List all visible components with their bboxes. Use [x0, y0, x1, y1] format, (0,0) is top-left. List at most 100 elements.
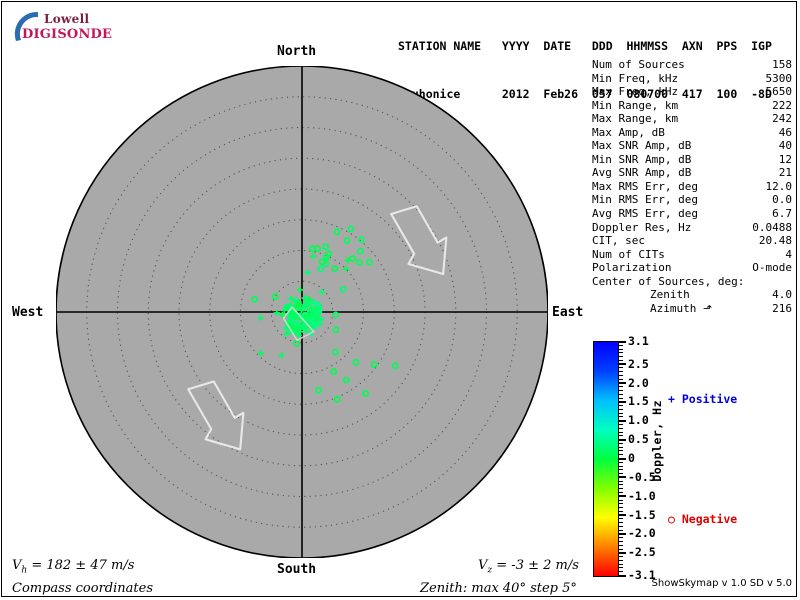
colorbar-minor-tick — [619, 484, 623, 486]
vz-subscript: z — [487, 565, 493, 576]
colorbar-tick: 3.1 — [619, 334, 649, 348]
source-point-circle — [332, 311, 340, 319]
stat-value: 5300 — [765, 71, 793, 85]
center-of-sources-value: 4.0 — [772, 288, 792, 302]
source-point-plus — [295, 332, 302, 339]
colorbar-tick: -1.0 — [619, 489, 656, 503]
center-of-sources-label: Azimuth ⬏ — [650, 301, 713, 315]
colorbar-minor-tick — [619, 541, 623, 543]
stat-row: Num of CITs 4 — [592, 248, 792, 262]
stat-row: Max SNR Amp, dB 40 — [592, 139, 792, 153]
lowell-digisonde-logo: Lowell DIGISONDE — [8, 6, 112, 48]
colorbar-tick-mark — [619, 363, 626, 366]
colorbar-tick: 1.0 — [619, 413, 649, 427]
stat-label: Doppler Res, Hz — [592, 220, 692, 234]
colorbar-minor-tick — [619, 352, 623, 354]
colorbar-minor-tick — [619, 348, 623, 350]
header-columns-row: STATION NAME YYYY DATE DDD HHMMSS AXN PP… — [398, 39, 779, 53]
source-point-circle — [332, 326, 340, 334]
colorbar-tick: 2.0 — [619, 376, 649, 390]
colorbar-minor-tick — [619, 525, 623, 527]
center-of-sources-heading: Center of Sources, deg: — [592, 274, 745, 288]
stat-value: O-mode — [752, 261, 792, 275]
source-point-circle — [343, 237, 351, 244]
source-point-circle — [391, 362, 399, 370]
logo-arc-icon — [14, 11, 38, 41]
vz-value: = -3 ± 2 m/s — [492, 558, 579, 573]
software-version-credit: ShowSkymap v 1.0 SD v 5.0 — [651, 578, 792, 589]
source-point-plus — [257, 350, 264, 357]
colorbar-tick-mark — [619, 574, 626, 577]
source-point-plus — [278, 352, 285, 359]
colorbar-tick-label: -0.5 — [628, 469, 656, 484]
stat-row: Polarization O-mode — [592, 261, 792, 275]
source-point-circle — [315, 386, 323, 394]
stat-value: 6.7 — [772, 207, 792, 221]
colorbar-tick-label: 1.0 — [628, 413, 649, 428]
source-point-plus — [292, 297, 299, 304]
colorbar-tick: -3.1 — [619, 568, 656, 582]
colorbar-tick-label: -2.5 — [628, 545, 656, 560]
statistics-panel: Num of Sources 158 Min Freq, kHz 5300 Max Fr… — [592, 58, 792, 315]
colorbar-title: Doppler, Hz — [650, 400, 664, 482]
colorbar-minor-tick — [619, 499, 623, 501]
vh-value: = 182 ± 47 m/s — [27, 558, 135, 573]
stat-label: Max Amp, dB — [592, 125, 665, 139]
colorbar-minor-tick — [619, 424, 623, 426]
source-point-plus — [299, 305, 306, 312]
colorbar-minor-tick — [619, 518, 623, 520]
colorbar-tick-labels: 3.1 2.5 2.0 1.5 1.0 0.5 0 -0.5 -1.0 -1.5 -2.0 -2.5 -… — [619, 334, 679, 585]
source-point-circle — [302, 318, 310, 326]
source-region-outline — [282, 305, 315, 342]
colorbar-minor-tick — [619, 461, 623, 463]
colorbar-minor-tick — [619, 435, 623, 437]
colorbar-minor-tick — [619, 446, 623, 448]
center-of-sources-row: Zenith 4.0 — [592, 288, 792, 302]
vh-subscript: h — [21, 565, 28, 576]
source-point-plus — [301, 326, 308, 333]
source-point-circle — [331, 265, 339, 273]
source-point-circle — [349, 255, 357, 263]
colorbar-minor-tick — [619, 507, 623, 509]
colorbar-tick-mark — [619, 400, 626, 403]
center-of-sources-label: Zenith — [650, 288, 690, 302]
colorbar-tick: -2.5 — [619, 545, 656, 559]
source-point-circle — [365, 258, 373, 266]
stat-row: Min Freq, kHz 5300 — [592, 72, 792, 86]
source-point-circle — [342, 376, 350, 384]
source-point-plus — [304, 269, 311, 276]
vz-symbol: V — [478, 558, 488, 573]
source-point-plus — [304, 296, 312, 303]
colorbar-tick-mark — [619, 457, 626, 460]
source-point-plus — [342, 265, 350, 273]
colorbar-tick: 0.5 — [619, 432, 649, 446]
source-point-plus — [257, 314, 264, 322]
source-point-circle — [355, 258, 363, 266]
stat-label: Avg RMS Err, deg — [592, 207, 698, 221]
source-point-circle — [308, 245, 316, 252]
stat-label: Max Range, km — [592, 112, 679, 126]
stat-value: 21 — [778, 166, 792, 180]
stat-label: Min SNR Amp, dB — [592, 152, 692, 166]
colorbar-minor-tick — [619, 522, 623, 524]
stat-row: Num of Sources 158 — [592, 58, 792, 72]
source-point-circle — [362, 389, 370, 397]
header-values-row: Pruhonice 2012 Feb26 057 080700 417 100 … — [398, 87, 779, 101]
colorbar-tick-label: 0 — [628, 451, 635, 465]
stat-row: Doppler Res, Hz 0.0488 — [592, 221, 792, 235]
colorbar-minor-tick — [619, 571, 623, 573]
source-point-circle — [330, 368, 338, 376]
colorbar-tick-mark — [619, 382, 626, 385]
colorbar-minor-tick — [619, 454, 623, 456]
stat-value: 5650 — [765, 85, 793, 99]
colorbar-minor-tick — [619, 503, 623, 505]
source-point-plus — [282, 324, 290, 332]
vh-symbol: V — [12, 558, 22, 573]
header-table: STATION NAME YYYY DATE DDD HHMMSS AXN PP… — [398, 6, 794, 134]
stat-value: 222 — [772, 98, 792, 112]
colorbar-tick-mark — [619, 495, 626, 498]
colorbar-tick: 0 — [619, 451, 635, 465]
colorbar-tick-mark — [619, 419, 626, 422]
source-point-plus — [316, 320, 324, 328]
